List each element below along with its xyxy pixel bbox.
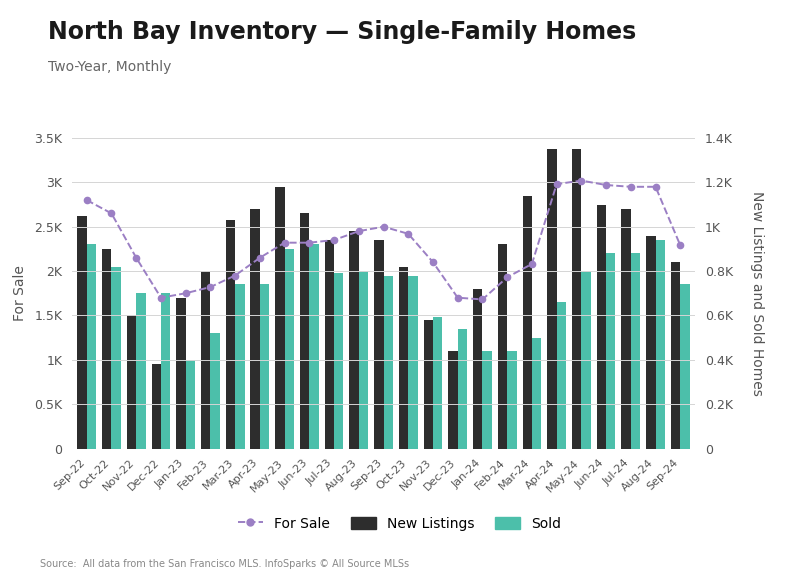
Bar bbox=[374, 240, 384, 448]
For Sale bbox=[181, 290, 190, 297]
Bar bbox=[309, 244, 319, 448]
For Sale bbox=[205, 283, 215, 290]
For Sale bbox=[354, 228, 364, 235]
Bar bbox=[507, 351, 517, 448]
Line: For Sale: For Sale bbox=[84, 178, 683, 302]
Bar bbox=[448, 351, 458, 448]
Bar bbox=[250, 209, 260, 448]
For Sale bbox=[453, 294, 463, 301]
Bar bbox=[136, 293, 145, 448]
For Sale bbox=[478, 296, 487, 303]
Bar bbox=[161, 293, 170, 448]
Bar bbox=[275, 187, 284, 448]
Bar bbox=[210, 333, 220, 448]
Bar bbox=[557, 302, 566, 448]
For Sale bbox=[626, 183, 636, 190]
For Sale bbox=[527, 260, 537, 267]
Legend: For Sale, New Listings, Sold: For Sale, New Listings, Sold bbox=[233, 511, 566, 536]
Y-axis label: New Listings and Sold Homes: New Listings and Sold Homes bbox=[749, 191, 764, 396]
Bar bbox=[201, 271, 210, 448]
For Sale bbox=[577, 177, 586, 184]
Bar bbox=[655, 240, 665, 448]
Bar bbox=[384, 275, 393, 448]
Bar bbox=[226, 220, 235, 448]
For Sale bbox=[379, 223, 388, 230]
Bar bbox=[433, 317, 443, 448]
Bar bbox=[498, 244, 507, 448]
Text: Two-Year, Monthly: Two-Year, Monthly bbox=[48, 60, 171, 74]
For Sale bbox=[602, 182, 611, 189]
For Sale bbox=[230, 272, 240, 279]
For Sale bbox=[503, 274, 512, 281]
Bar bbox=[547, 149, 557, 448]
Bar bbox=[622, 209, 631, 448]
Y-axis label: For Sale: For Sale bbox=[13, 265, 27, 321]
For Sale bbox=[131, 254, 141, 261]
Bar bbox=[532, 338, 541, 448]
Bar bbox=[185, 360, 195, 448]
Bar bbox=[112, 267, 121, 448]
Bar bbox=[572, 149, 582, 448]
Bar bbox=[284, 249, 294, 448]
For Sale bbox=[403, 231, 413, 237]
Bar bbox=[177, 298, 185, 448]
Bar bbox=[334, 273, 344, 448]
Bar bbox=[359, 271, 368, 448]
Bar bbox=[235, 285, 244, 448]
For Sale bbox=[675, 242, 685, 249]
For Sale bbox=[650, 183, 660, 190]
Bar bbox=[260, 285, 269, 448]
Text: Source:  All data from the San Francisco MLS. InfoSparks © All Source MLSs: Source: All data from the San Francisco … bbox=[40, 559, 409, 569]
For Sale bbox=[255, 254, 264, 261]
Bar bbox=[300, 213, 309, 448]
For Sale bbox=[156, 294, 165, 301]
For Sale bbox=[280, 239, 289, 246]
Bar bbox=[423, 320, 433, 448]
Bar bbox=[399, 267, 408, 448]
Bar bbox=[87, 244, 96, 448]
For Sale bbox=[107, 210, 117, 217]
Bar bbox=[582, 271, 590, 448]
For Sale bbox=[304, 239, 314, 246]
For Sale bbox=[82, 197, 92, 204]
For Sale bbox=[552, 181, 562, 187]
Bar bbox=[671, 262, 680, 448]
For Sale bbox=[428, 259, 438, 266]
Bar bbox=[680, 285, 690, 448]
Bar bbox=[78, 216, 87, 448]
Bar bbox=[606, 254, 615, 448]
For Sale bbox=[329, 236, 339, 243]
Bar bbox=[473, 289, 483, 448]
Bar bbox=[349, 231, 359, 448]
Bar bbox=[127, 316, 136, 448]
Bar bbox=[324, 240, 334, 448]
Bar bbox=[458, 329, 467, 448]
Bar bbox=[408, 275, 418, 448]
Bar bbox=[646, 236, 655, 448]
Bar bbox=[523, 196, 532, 448]
Bar bbox=[597, 205, 606, 448]
Bar bbox=[631, 254, 640, 448]
Bar bbox=[152, 364, 161, 448]
Bar bbox=[483, 351, 492, 448]
Text: North Bay Inventory — Single-Family Homes: North Bay Inventory — Single-Family Home… bbox=[48, 20, 636, 44]
Bar bbox=[102, 249, 112, 448]
